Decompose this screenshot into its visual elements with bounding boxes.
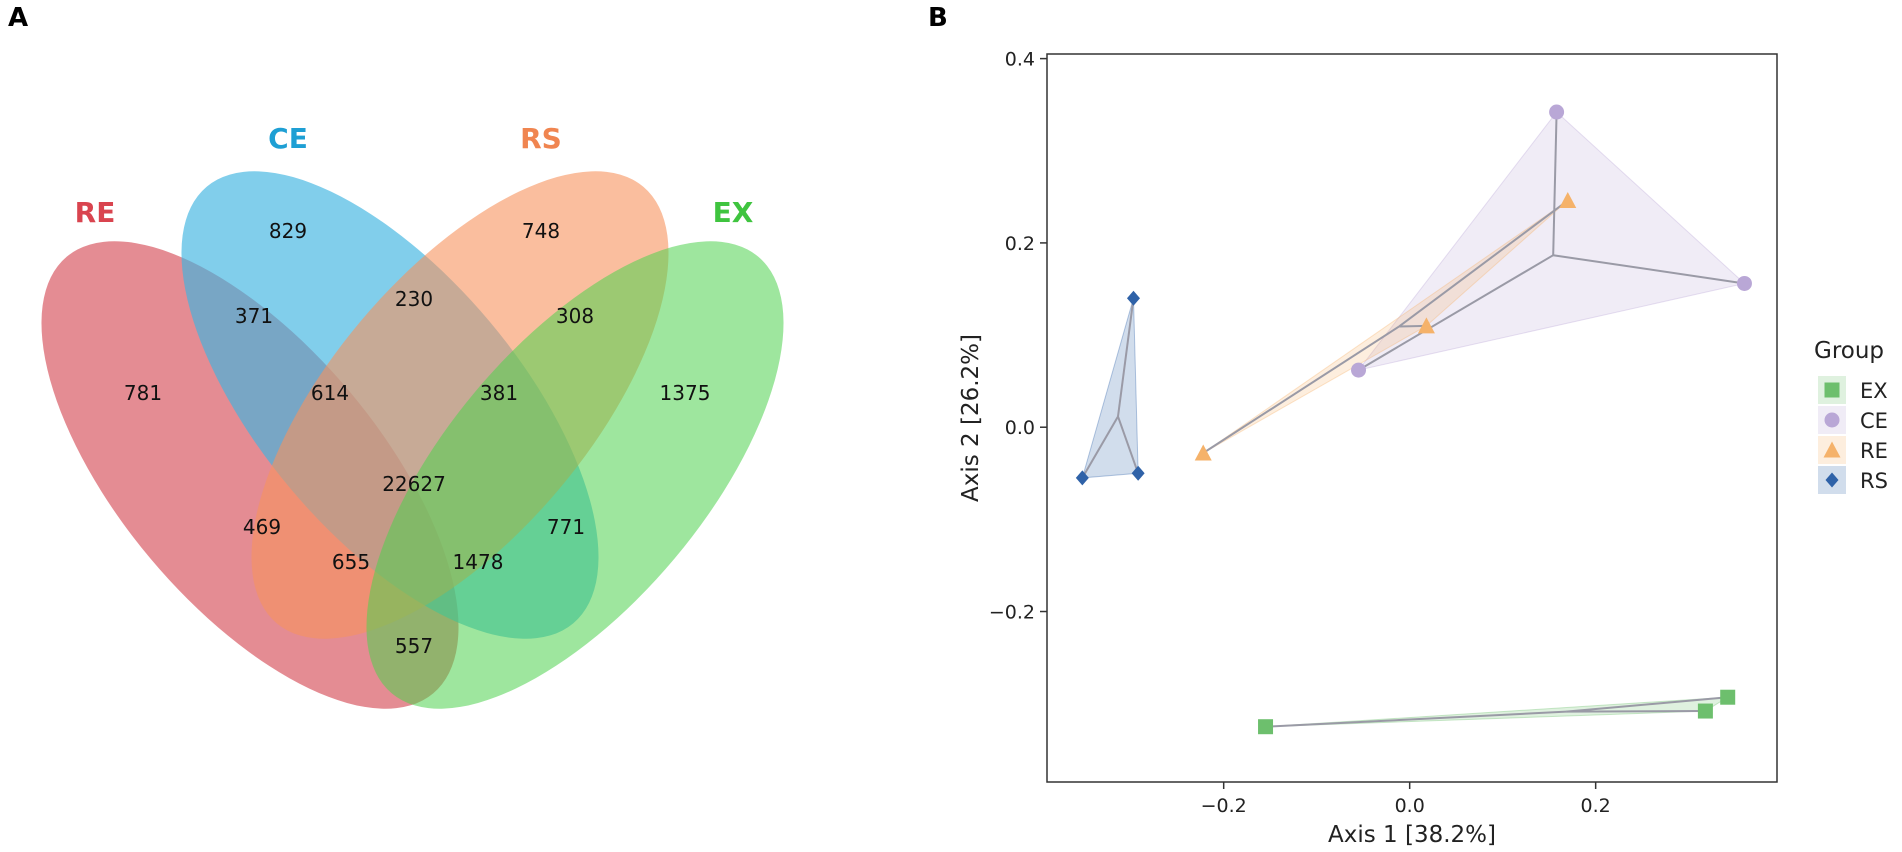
pcoa-plot: −0.2 0.0 0.2 −0.2 0.0 0.2 0.4 Axis 1 [38.2%] A… bbox=[958, 49, 1778, 848]
spoke-rs bbox=[1116, 298, 1135, 417]
panel-b-letter: B bbox=[928, 3, 948, 33]
point-ce bbox=[1736, 275, 1752, 291]
venn-count-rs-ex: 308 bbox=[556, 304, 594, 328]
venn-diagram: RE CE RS EX 781 829 748 1375 371 230 308… bbox=[41, 122, 784, 709]
y-tick-label: 0.4 bbox=[1005, 49, 1035, 71]
venn-label-re: RE bbox=[75, 196, 116, 229]
hull-ce bbox=[1357, 111, 1746, 371]
point-rs bbox=[1131, 465, 1145, 481]
spoke-re bbox=[1398, 199, 1569, 328]
spoke-ce bbox=[1358, 254, 1554, 371]
y-tick-label: 0.0 bbox=[1005, 417, 1035, 439]
venn-count-ce-ex: 771 bbox=[547, 515, 585, 539]
point-ex bbox=[1697, 703, 1713, 719]
venn-label-ex: EX bbox=[713, 196, 754, 229]
legend: Group EX CE RE RS bbox=[1814, 338, 1888, 494]
spoke-re bbox=[1202, 325, 1400, 454]
venn-count-rs-only: 748 bbox=[522, 219, 560, 243]
venn-ellipse-rs bbox=[251, 171, 669, 639]
spoke-ce bbox=[1553, 254, 1745, 285]
x-tick-label: 0.0 bbox=[1395, 795, 1425, 817]
spoke-rs bbox=[1117, 416, 1140, 474]
point-re bbox=[1194, 444, 1212, 461]
venn-count-re-ce-ex: 1478 bbox=[453, 550, 504, 574]
legend-marker-ce bbox=[1824, 412, 1840, 428]
point-ex bbox=[1720, 689, 1736, 705]
venn-count-re-ce: 371 bbox=[235, 304, 273, 328]
venn-count-ce-rs-ex: 381 bbox=[480, 381, 518, 405]
venn-count-ce-rs: 230 bbox=[395, 287, 433, 311]
y-tick-label: 0.2 bbox=[1005, 233, 1035, 255]
panel-a-letter: A bbox=[8, 3, 28, 33]
point-re bbox=[1559, 192, 1577, 209]
plot-frame bbox=[1046, 53, 1778, 783]
point-rs bbox=[1075, 470, 1089, 486]
hull-re bbox=[1202, 200, 1569, 454]
spoke-ce bbox=[1552, 112, 1558, 256]
venn-count-re-ex: 557 bbox=[395, 634, 433, 658]
spoke-rs bbox=[1081, 415, 1119, 479]
spoke-ex bbox=[1265, 710, 1567, 728]
venn-count-re-rs-ex: 655 bbox=[332, 550, 370, 574]
axis-ticks: −0.2 0.0 0.2 −0.2 0.0 0.2 0.4 bbox=[989, 49, 1611, 817]
y-axis-title: Axis 2 [26.2%] bbox=[958, 334, 984, 502]
spoke-ex bbox=[1566, 696, 1728, 713]
legend-label-rs: RS bbox=[1860, 469, 1888, 493]
venn-ellipse-ex bbox=[366, 241, 784, 709]
point-ex bbox=[1258, 719, 1274, 735]
venn-count-ce-only: 829 bbox=[269, 219, 307, 243]
hull-ex bbox=[1265, 696, 1728, 728]
venn-count-re-only: 781 bbox=[124, 381, 162, 405]
point-rs bbox=[1126, 290, 1140, 306]
point-re bbox=[1417, 317, 1435, 334]
legend-marker-re bbox=[1823, 441, 1841, 458]
point-ce bbox=[1549, 104, 1565, 120]
legend-label-re: RE bbox=[1860, 439, 1888, 463]
venn-label-rs: RS bbox=[520, 122, 562, 155]
legend-title: Group bbox=[1814, 338, 1884, 364]
venn-count-ex-only: 1375 bbox=[660, 381, 711, 405]
spoke-ex bbox=[1566, 710, 1706, 713]
venn-label-ce: CE bbox=[268, 122, 308, 155]
venn-count-re-rs: 469 bbox=[243, 515, 281, 539]
legend-marker-ex bbox=[1824, 382, 1840, 398]
venn-count-all: 22627 bbox=[382, 472, 446, 496]
x-tick-label: 0.2 bbox=[1581, 795, 1611, 817]
legend-label-ex: EX bbox=[1860, 379, 1888, 403]
point-ce bbox=[1351, 362, 1367, 378]
x-axis-title: Axis 1 [38.2%] bbox=[1328, 822, 1496, 848]
data-points bbox=[1075, 104, 1752, 735]
y-tick-label: −0.2 bbox=[989, 602, 1035, 624]
legend-marker-rs bbox=[1825, 472, 1839, 488]
venn-count-re-ce-rs: 614 bbox=[311, 381, 349, 405]
legend-label-ce: CE bbox=[1860, 409, 1888, 433]
x-tick-label: −0.2 bbox=[1201, 795, 1247, 817]
